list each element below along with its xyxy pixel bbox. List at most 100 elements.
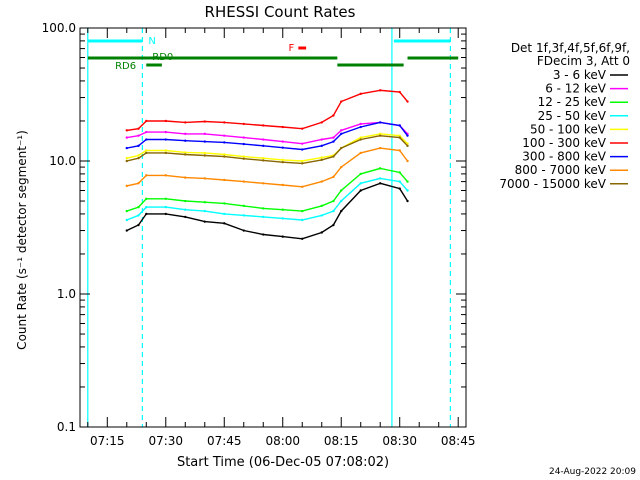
data-point <box>203 140 206 143</box>
data-point <box>203 151 206 155</box>
data-point <box>125 136 128 139</box>
data-point <box>320 231 323 234</box>
data-point <box>262 124 265 127</box>
series-line <box>126 134 409 165</box>
data-point <box>262 144 265 148</box>
data-point <box>340 189 343 192</box>
data-point <box>340 132 343 136</box>
data-point <box>137 205 140 209</box>
data-point <box>223 222 226 225</box>
data-point <box>320 214 323 217</box>
data-point <box>223 141 226 144</box>
data-point <box>203 132 206 136</box>
data-point <box>398 171 401 174</box>
data-point <box>301 159 304 163</box>
series-line <box>126 177 409 221</box>
data-point <box>320 180 323 183</box>
legend-entry-label: 6 - 12 keV <box>545 82 607 96</box>
y-tick-label: 0.1 <box>57 420 76 434</box>
data-point <box>145 149 148 152</box>
data-point <box>398 187 401 190</box>
data-point <box>281 235 284 238</box>
data-point <box>223 202 226 205</box>
data-point <box>301 209 304 213</box>
data-point <box>164 205 167 209</box>
data-point <box>223 134 226 137</box>
data-point <box>223 121 226 124</box>
data-point <box>262 159 265 162</box>
data-point <box>125 209 128 213</box>
data-point <box>137 156 140 160</box>
data-point <box>359 151 362 155</box>
x-tick-label: 08:30 <box>382 434 417 448</box>
data-point <box>359 136 362 139</box>
data-point <box>203 120 206 123</box>
data-point <box>184 121 187 124</box>
data-point <box>137 223 140 227</box>
data-point <box>406 134 409 137</box>
data-point <box>320 144 323 148</box>
data-point <box>398 136 401 139</box>
data-point <box>406 189 409 192</box>
legend-entry-label: 50 - 100 keV <box>530 122 607 136</box>
x-tick-label: 08:45 <box>441 434 476 448</box>
series-line <box>126 133 409 162</box>
data-point <box>281 125 284 129</box>
data-point <box>301 185 304 188</box>
data-point <box>379 134 382 137</box>
series-line <box>126 89 409 132</box>
data-point <box>223 178 226 182</box>
data-point <box>184 215 187 219</box>
data-point <box>281 160 284 164</box>
data-point <box>406 100 409 103</box>
data-point <box>398 134 401 137</box>
data-point <box>125 156 128 160</box>
data-point <box>203 154 206 157</box>
data-point <box>262 182 265 185</box>
x-tick-label: 08:15 <box>324 434 359 448</box>
data-point <box>164 212 167 216</box>
data-point <box>223 153 226 156</box>
legend-entry-label: 800 - 7000 keV <box>515 163 607 177</box>
data-point <box>332 155 335 158</box>
data-point <box>242 122 245 126</box>
data-point <box>223 155 226 158</box>
data-point <box>301 127 304 130</box>
data-point <box>145 130 148 134</box>
x-tick-label: 07:15 <box>90 434 125 448</box>
legend-entry-label: 3 - 6 keV <box>553 68 607 82</box>
data-point <box>359 182 362 185</box>
data-point <box>125 159 128 163</box>
x-tick-label: 08:00 <box>265 434 300 448</box>
data-point <box>125 184 128 188</box>
plot-frame <box>79 27 467 428</box>
data-point <box>125 129 128 132</box>
data-point <box>281 158 284 162</box>
data-point <box>406 144 409 148</box>
data-point <box>125 218 128 222</box>
data-point <box>125 146 128 150</box>
data-point <box>184 176 187 179</box>
data-point <box>262 156 265 160</box>
data-point <box>203 209 206 213</box>
legend: Det 1f,3f,4f,5f,6f,9f, FDecim 3, Att 0 3… <box>499 41 630 191</box>
y-tick-label: 100.0 <box>42 21 76 35</box>
data-point <box>203 220 206 223</box>
data-point <box>332 140 335 143</box>
y-tick-label: 10.0 <box>49 154 76 168</box>
data-point <box>145 212 148 216</box>
data-point <box>242 155 245 158</box>
data-point <box>223 212 226 216</box>
x-tick-label: 07:45 <box>207 434 242 448</box>
legend-entry-label: 25 - 50 keV <box>538 109 607 123</box>
y-axis-label: Count Rate (s⁻¹ detector segment⁻¹) <box>15 130 29 350</box>
data-point <box>301 162 304 165</box>
data-point <box>164 149 167 152</box>
y-tick-label: 1.0 <box>57 287 76 301</box>
data-point <box>359 92 362 96</box>
data-point <box>203 177 206 180</box>
data-point <box>359 189 362 192</box>
data-point <box>379 177 382 180</box>
data-point <box>137 182 140 185</box>
data-point <box>137 154 140 157</box>
